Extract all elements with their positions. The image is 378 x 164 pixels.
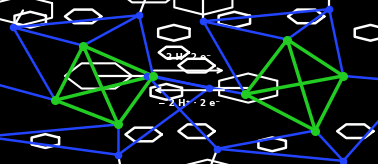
Text: 2 H⁺ 2 e⁻: 2 H⁺ 2 e⁻ xyxy=(166,53,212,62)
Text: − 2 H⁺ · 2 e⁻: − 2 H⁺ · 2 e⁻ xyxy=(158,99,220,108)
